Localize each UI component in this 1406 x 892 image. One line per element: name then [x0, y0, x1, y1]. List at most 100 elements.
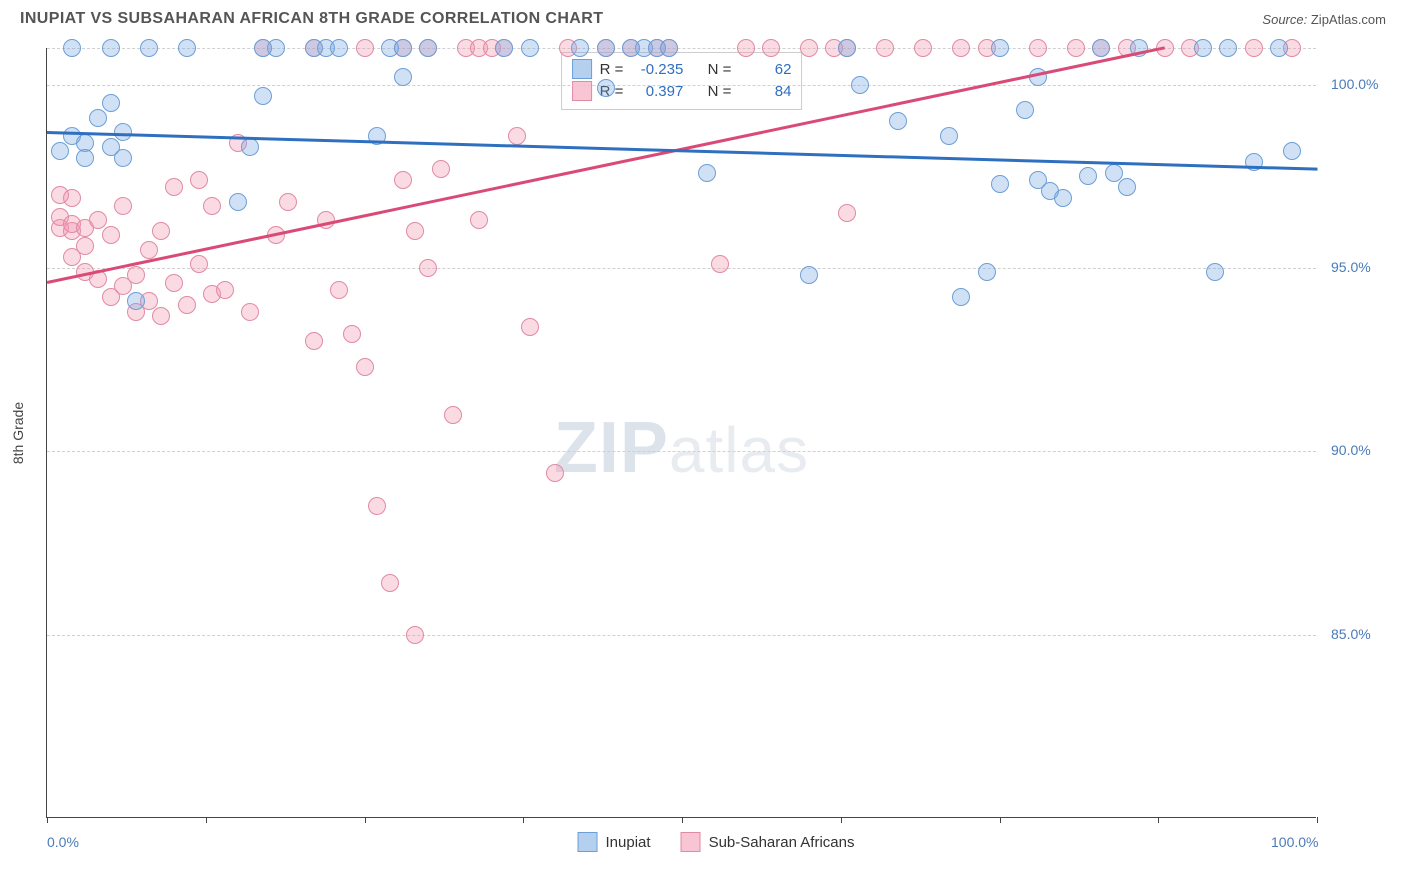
scatter-point-pink [330, 281, 348, 299]
stats-row-blue: R = -0.235 N = 62 [572, 59, 792, 79]
scatter-point-blue [51, 142, 69, 160]
swatch-blue [572, 59, 592, 79]
scatter-point-pink [432, 160, 450, 178]
scatter-point-pink [406, 222, 424, 240]
x-tick [47, 817, 48, 823]
scatter-point-pink [279, 193, 297, 211]
scatter-point-pink [89, 211, 107, 229]
legend: Inupiat Sub-Saharan Africans [578, 832, 855, 852]
scatter-point-blue [1219, 39, 1237, 57]
grid-line [47, 268, 1316, 269]
scatter-point-pink [444, 406, 462, 424]
x-tick [682, 817, 683, 823]
scatter-point-blue [1092, 39, 1110, 57]
scatter-point-blue [1118, 178, 1136, 196]
scatter-point-blue [102, 39, 120, 57]
grid-line [47, 635, 1316, 636]
scatter-point-blue [571, 39, 589, 57]
x-tick [841, 817, 842, 823]
scatter-point-pink [381, 574, 399, 592]
plot-area: ZIPatlas R = -0.235 N = 62 R = 0.397 N =… [46, 48, 1316, 818]
scatter-point-pink [800, 39, 818, 57]
scatter-point-blue [1194, 39, 1212, 57]
x-tick [206, 817, 207, 823]
scatter-point-pink [838, 204, 856, 222]
scatter-point-pink [952, 39, 970, 57]
scatter-point-blue [267, 39, 285, 57]
scatter-point-blue [889, 112, 907, 130]
scatter-point-pink [876, 39, 894, 57]
scatter-point-pink [241, 303, 259, 321]
scatter-point-pink [394, 171, 412, 189]
scatter-point-pink [102, 226, 120, 244]
scatter-point-pink [76, 237, 94, 255]
scatter-point-pink [521, 318, 539, 336]
scatter-point-pink [165, 178, 183, 196]
scatter-point-blue [1105, 164, 1123, 182]
scatter-point-blue [1206, 263, 1224, 281]
scatter-point-blue [102, 94, 120, 112]
scatter-point-blue [1283, 142, 1301, 160]
scatter-point-blue [76, 149, 94, 167]
scatter-point-blue [419, 39, 437, 57]
y-tick-label: 90.0% [1331, 442, 1371, 458]
scatter-point-pink [368, 497, 386, 515]
scatter-point-blue [597, 39, 615, 57]
scatter-point-blue [114, 149, 132, 167]
scatter-point-pink [165, 274, 183, 292]
scatter-point-blue [597, 79, 615, 97]
y-tick-label: 100.0% [1331, 76, 1378, 92]
grid-line [47, 85, 1316, 86]
scatter-point-blue [1054, 189, 1072, 207]
scatter-point-pink [140, 241, 158, 259]
scatter-point-pink [711, 255, 729, 273]
scatter-point-blue [838, 39, 856, 57]
scatter-point-blue [394, 39, 412, 57]
scatter-point-blue [660, 39, 678, 57]
scatter-point-pink [63, 189, 81, 207]
plot-wrapper: 8th Grade ZIPatlas R = -0.235 N = 62 R =… [46, 48, 1386, 818]
scatter-point-pink [152, 222, 170, 240]
scatter-point-pink [203, 197, 221, 215]
scatter-point-pink [114, 197, 132, 215]
scatter-point-pink [546, 464, 564, 482]
scatter-point-blue [241, 138, 259, 156]
chart-title: INUPIAT VS SUBSAHARAN AFRICAN 8TH GRADE … [20, 10, 603, 27]
scatter-point-blue [1079, 167, 1097, 185]
scatter-point-pink [127, 266, 145, 284]
swatch-blue [578, 832, 598, 852]
scatter-point-pink [190, 255, 208, 273]
scatter-point-pink [508, 127, 526, 145]
scatter-point-blue [851, 76, 869, 94]
scatter-point-blue [254, 87, 272, 105]
y-axis-label: 8th Grade [10, 402, 26, 464]
watermark: ZIPatlas [554, 407, 809, 489]
grid-line [47, 451, 1316, 452]
scatter-point-blue [698, 164, 716, 182]
legend-item-blue: Inupiat [578, 832, 651, 852]
x-tick-label: 100.0% [1271, 834, 1318, 850]
scatter-point-blue [229, 193, 247, 211]
scatter-point-pink [737, 39, 755, 57]
scatter-point-blue [1270, 39, 1288, 57]
scatter-point-pink [343, 325, 361, 343]
scatter-point-pink [190, 171, 208, 189]
swatch-pink [681, 832, 701, 852]
scatter-point-blue [495, 39, 513, 57]
scatter-point-pink [216, 281, 234, 299]
scatter-point-blue [1016, 101, 1034, 119]
scatter-point-pink [1067, 39, 1085, 57]
scatter-point-pink [762, 39, 780, 57]
scatter-point-blue [127, 292, 145, 310]
scatter-point-pink [470, 211, 488, 229]
scatter-point-blue [178, 39, 196, 57]
x-tick [1000, 817, 1001, 823]
legend-item-pink: Sub-Saharan Africans [681, 832, 855, 852]
scatter-point-blue [991, 175, 1009, 193]
scatter-point-blue [952, 288, 970, 306]
scatter-point-pink [356, 358, 374, 376]
scatter-point-pink [406, 626, 424, 644]
scatter-point-blue [991, 39, 1009, 57]
scatter-point-pink [356, 39, 374, 57]
scatter-point-pink [1029, 39, 1047, 57]
